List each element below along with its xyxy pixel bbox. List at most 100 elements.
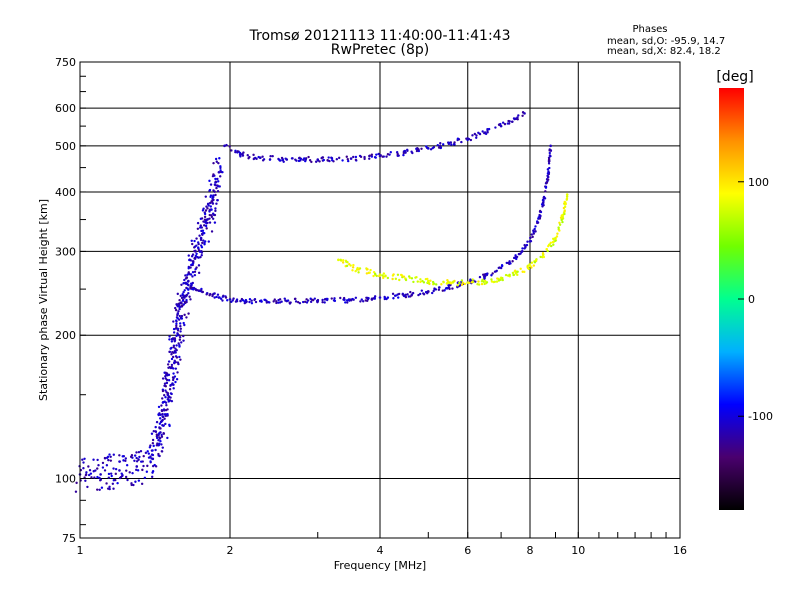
data-point xyxy=(176,371,179,374)
data-point xyxy=(170,346,173,350)
data-point xyxy=(526,240,529,243)
data-point xyxy=(483,274,487,278)
data-point xyxy=(480,282,484,286)
data-point xyxy=(159,427,162,430)
data-point xyxy=(314,160,318,163)
data-point xyxy=(357,268,360,271)
data-point xyxy=(558,229,561,232)
data-point xyxy=(339,296,342,300)
y-tick-label: 200 xyxy=(55,329,76,342)
data-point xyxy=(191,271,195,274)
data-point xyxy=(161,415,164,418)
data-point xyxy=(163,409,166,412)
data-point xyxy=(351,266,355,269)
data-point xyxy=(352,155,355,159)
data-point xyxy=(215,295,218,299)
data-point xyxy=(397,296,400,299)
data-point xyxy=(385,155,388,158)
data-point xyxy=(391,277,394,281)
data-point xyxy=(440,283,443,286)
data-point xyxy=(548,154,552,157)
data-point xyxy=(437,288,441,291)
data-point xyxy=(375,153,378,156)
data-point xyxy=(146,464,149,468)
data-point xyxy=(275,300,278,303)
data-point xyxy=(125,464,129,467)
data-point xyxy=(420,289,424,292)
data-point xyxy=(244,298,248,302)
data-point xyxy=(424,291,428,294)
data-point xyxy=(168,335,171,338)
data-point xyxy=(530,261,534,264)
data-point xyxy=(407,275,411,278)
data-point xyxy=(379,154,382,157)
colorbar-tick-label: -100 xyxy=(748,410,773,423)
data-point xyxy=(124,459,127,463)
data-point xyxy=(484,132,488,136)
data-point xyxy=(205,291,209,295)
data-point xyxy=(175,348,178,352)
data-point xyxy=(316,298,320,302)
data-point xyxy=(164,377,167,380)
data-point xyxy=(461,281,465,285)
data-point xyxy=(133,459,136,462)
data-point xyxy=(82,461,85,464)
data-point xyxy=(297,159,301,163)
data-point xyxy=(254,156,257,160)
data-point xyxy=(183,313,186,317)
data-point xyxy=(351,269,354,272)
data-point xyxy=(171,378,175,382)
data-point xyxy=(170,340,174,343)
data-point xyxy=(212,161,215,165)
data-point xyxy=(280,300,283,303)
data-point xyxy=(439,142,442,145)
data-point xyxy=(394,294,398,297)
data-point xyxy=(160,433,163,437)
y-tick-label: 100 xyxy=(55,473,76,486)
data-point xyxy=(164,385,168,388)
data-point xyxy=(201,229,205,232)
chart-title: Tromsø 20121113 11:40:00-11:41:43 xyxy=(249,28,511,44)
data-point xyxy=(377,152,380,156)
data-point xyxy=(280,156,284,160)
data-point xyxy=(194,254,198,258)
data-point xyxy=(305,298,308,301)
data-point xyxy=(435,283,438,286)
data-point xyxy=(185,293,189,297)
data-point xyxy=(139,450,143,453)
data-point xyxy=(106,487,110,490)
data-point xyxy=(516,270,519,273)
data-point xyxy=(188,273,191,276)
data-point xyxy=(85,471,88,474)
data-point xyxy=(154,425,157,429)
data-point xyxy=(179,330,182,333)
x-tick-label: 10 xyxy=(571,544,585,557)
data-point xyxy=(444,287,448,290)
data-point xyxy=(525,243,529,247)
data-point xyxy=(209,183,213,186)
data-point xyxy=(213,296,216,299)
title-group: Tromsø 20121113 11:40:00-11:41:43 RwPret… xyxy=(249,28,511,58)
data-point xyxy=(101,461,105,465)
data-point xyxy=(165,381,169,384)
data-point xyxy=(438,144,442,148)
data-point xyxy=(426,147,430,150)
data-point xyxy=(432,282,436,285)
data-point xyxy=(120,472,123,475)
data-point xyxy=(173,359,176,363)
data-point xyxy=(174,367,178,370)
data-point xyxy=(557,226,560,229)
data-point xyxy=(460,279,464,282)
data-point xyxy=(160,443,163,446)
data-point xyxy=(203,231,206,235)
data-point xyxy=(203,243,206,246)
data-point xyxy=(178,335,182,339)
data-point xyxy=(172,327,176,331)
data-point xyxy=(273,298,276,301)
data-point xyxy=(208,201,212,205)
data-point xyxy=(429,148,433,151)
data-point xyxy=(142,464,145,468)
data-point xyxy=(411,151,414,155)
data-point xyxy=(532,229,535,232)
data-point xyxy=(154,430,158,434)
